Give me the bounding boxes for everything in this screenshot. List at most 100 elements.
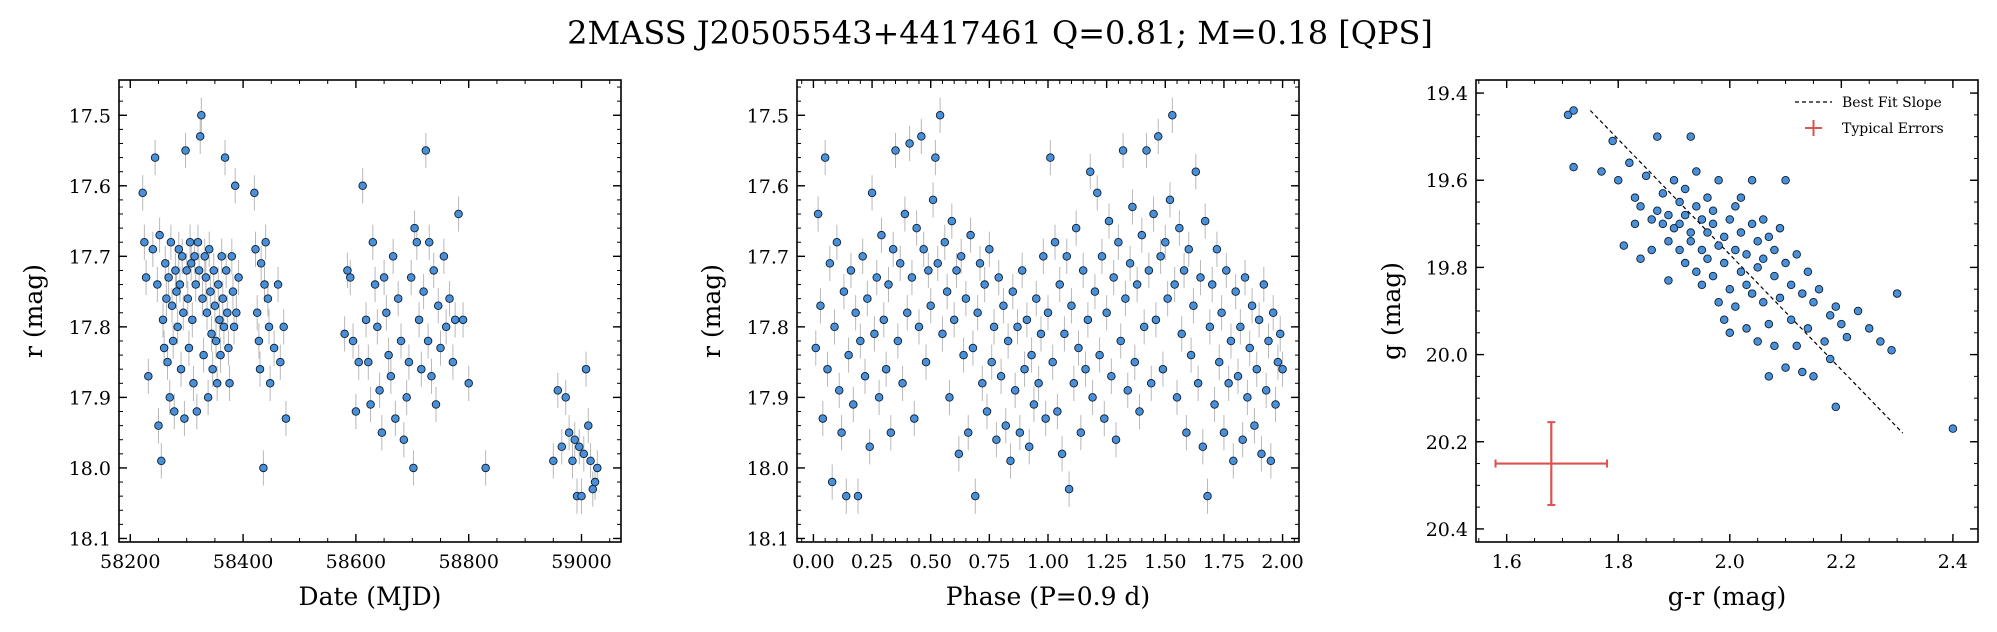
panel-lightcurve-phase-point-23 [865, 442, 874, 452]
panel-color-magnitude-marks [1494, 106, 1958, 506]
panel-lightcurve-date-point-42 [194, 266, 204, 275]
panel-lightcurve-phase-point-39 [903, 308, 912, 318]
panel-lightcurve-date-point-94 [343, 266, 352, 275]
panel-lightcurve-date-xtick-label-3: 58800 [438, 551, 498, 573]
panel-lightcurve-phase-point-129 [1114, 237, 1123, 247]
panel-lightcurve-date-point-55 [209, 266, 219, 275]
panel-lightcurve-date-point-72 [229, 322, 239, 332]
panel-color-magnitude-xtick-label-3: 2.2 [1826, 551, 1856, 573]
panel-lightcurve-date-point-24 [174, 245, 184, 254]
panel-lightcurve-phase-point-185 [1245, 343, 1254, 353]
panel-lightcurve-date-point-12 [161, 259, 170, 268]
panel-lightcurve-date-point-86 [264, 322, 274, 332]
panel-lightcurve-date-point-61 [216, 350, 225, 360]
panel-lightcurve-date-point-89 [273, 280, 283, 289]
panel-lightcurve-date-point-69 [225, 379, 234, 388]
panel-lightcurve-date-xtick-label-4: 59000 [551, 551, 611, 573]
panel-lightcurve-date-point-107 [377, 428, 387, 437]
panel-color-magnitude-point-102 [1864, 324, 1874, 333]
panel-lightcurve-phase-point-55 [940, 237, 950, 247]
panel-lightcurve-phase-point-96 [1036, 329, 1046, 339]
panel-lightcurve-date-point-79 [254, 336, 264, 346]
panel-color-magnitude-point-61 [1742, 324, 1751, 333]
panel-lightcurve-phase-point-17 [851, 308, 860, 318]
panel-color-magnitude-point-30 [1686, 237, 1695, 246]
panel-color-magnitude-point-33 [1692, 202, 1701, 211]
panel-color-magnitude-xtick-label-1: 1.8 [1603, 551, 1633, 573]
panel-lightcurve-phase-point-186 [1247, 301, 1257, 310]
panel-lightcurve-phase-point-112 [1074, 343, 1083, 353]
panel-color-magnitude-point-67 [1753, 337, 1762, 346]
panel-lightcurve-date-point-155 [584, 421, 593, 430]
panel-lightcurve-phase-point-121 [1095, 350, 1104, 360]
panel-lightcurve-phase-point-49 [926, 301, 935, 310]
panel-lightcurve-date-point-126 [421, 146, 431, 155]
panel-color-magnitude-point-94 [1820, 337, 1829, 346]
panel-lightcurve-phase-point-141 [1142, 146, 1151, 155]
panel-color-magnitude-point-6 [1619, 241, 1629, 250]
panel-color-magnitude-point-38 [1697, 280, 1707, 290]
panel-lightcurve-date-point-82 [259, 463, 268, 473]
panel-lightcurve-date-point-131 [431, 400, 441, 409]
panel-lightcurve-phase-point-146 [1154, 132, 1163, 141]
panel-lightcurve-date-point-149 [570, 435, 579, 444]
panel-lightcurve-date-point-95 [346, 273, 355, 282]
panel-lightcurve-phase-point-104 [1055, 280, 1064, 289]
panel-lightcurve-date-point-106 [375, 386, 384, 395]
panel-lightcurve-date-point-10 [158, 315, 168, 325]
panel-lightcurve-phase-ytick-label-4: 17.9 [747, 387, 789, 409]
panel-lightcurve-phase-point-18 [853, 491, 863, 501]
panel-lightcurve-phase-point-110 [1069, 379, 1079, 388]
panel-lightcurve-date-point-28 [179, 308, 188, 318]
panel-lightcurve-date-point-159 [593, 463, 602, 473]
panel-lightcurve-date-point-57 [211, 336, 221, 346]
panel-lightcurve-phase-point-169 [1207, 280, 1217, 289]
panel-lightcurve-date: 58200 58400 58600 58800 59000 17.5 17.6 17.7 17.… [19, 79, 622, 611]
panel-lightcurve-phase-point-159 [1184, 245, 1193, 254]
panel-color-magnitude-point-99 [1837, 319, 1846, 329]
panel-lightcurve-phase-point-177 [1226, 336, 1236, 346]
panel-lightcurve-phase-point-132 [1121, 294, 1130, 303]
panel-lightcurve-date-point-20 [170, 407, 179, 416]
panel-lightcurve-date-point-5 [150, 153, 160, 162]
panel-lightcurve-phase-point-108 [1064, 484, 1074, 494]
panel-lightcurve-phase-point-6 [825, 259, 835, 268]
panel-color-magnitude-point-89 [1803, 267, 1813, 277]
panel-lightcurve-phase-point-40 [905, 139, 914, 148]
panel-lightcurve-phase-xtick-label-5: 1.25 [1085, 551, 1127, 573]
panel-color-magnitude-point-95 [1825, 311, 1835, 320]
panel-color-magnitude-xtick-label-4: 2.4 [1938, 551, 1968, 573]
panel-lightcurve-phase-point-136 [1130, 357, 1140, 367]
panel-color-magnitude-point-81 [1781, 363, 1790, 372]
panel-lightcurve-date-point-73 [230, 181, 240, 191]
panel-lightcurve-date-point-3 [144, 371, 153, 381]
panel-lightcurve-date-point-124 [417, 364, 426, 374]
panel-lightcurve-date-point-81 [256, 259, 266, 268]
panel-lightcurve-date-point-114 [393, 294, 403, 303]
panel-lightcurve-phase-point-72 [980, 280, 989, 289]
panel-color-magnitude-point-74 [1764, 372, 1774, 381]
panel-lightcurve-phase-point-130 [1116, 336, 1125, 346]
panel-color-magnitude-point-10 [1636, 202, 1645, 211]
panel-lightcurve-phase-point-63 [959, 350, 968, 360]
panel-lightcurve-phase-point-119 [1090, 287, 1100, 296]
panel-color-magnitude-point-77 [1770, 341, 1779, 351]
panel-lightcurve-phase-point-66 [966, 230, 975, 240]
panel-lightcurve-date-point-35 [186, 259, 196, 268]
panel-lightcurve-phase-point-102 [1050, 237, 1060, 247]
panel-lightcurve-phase-point-198 [1275, 329, 1285, 339]
panel-lightcurve-phase-point-192 [1261, 386, 1271, 395]
panel-lightcurve-date-point-135 [441, 322, 451, 332]
panel-color-magnitude-point-68 [1753, 263, 1762, 272]
panel-lightcurve-phase-point-30 [881, 364, 891, 374]
panel-lightcurve-phase-point-19 [856, 336, 865, 346]
panel-color-magnitude-point-42 [1708, 219, 1718, 229]
panel-lightcurve-phase-point-73 [982, 407, 992, 416]
panel-lightcurve-date-point-117 [402, 393, 411, 402]
panel-lightcurve-date-point-143 [549, 456, 558, 466]
panel-lightcurve-phase-point-180 [1233, 371, 1243, 381]
panel-lightcurve-date-point-121 [410, 223, 419, 233]
panel-lightcurve-phase-point-9 [832, 237, 842, 247]
panel-lightcurve-date-point-18 [167, 301, 177, 310]
panel-lightcurve-date-point-76 [250, 188, 259, 198]
